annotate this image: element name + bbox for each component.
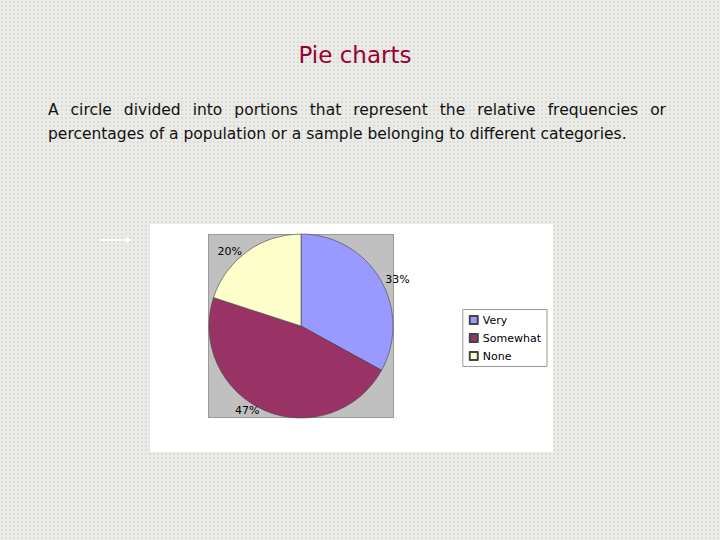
- svg-text:20%: 20%: [217, 245, 241, 258]
- svg-text:33%: 33%: [385, 273, 409, 286]
- svg-text:47%: 47%: [235, 404, 259, 417]
- svg-text:Very: Very: [483, 314, 508, 327]
- html-text:A circle divided into portions: A circle divided into portions that repr…: [48, 101, 666, 143]
- svg-text:Somewhat: Somewhat: [483, 332, 542, 345]
- svg-text:None: None: [483, 350, 512, 363]
- html-text:Pie charts: Pie charts: [298, 42, 412, 68]
